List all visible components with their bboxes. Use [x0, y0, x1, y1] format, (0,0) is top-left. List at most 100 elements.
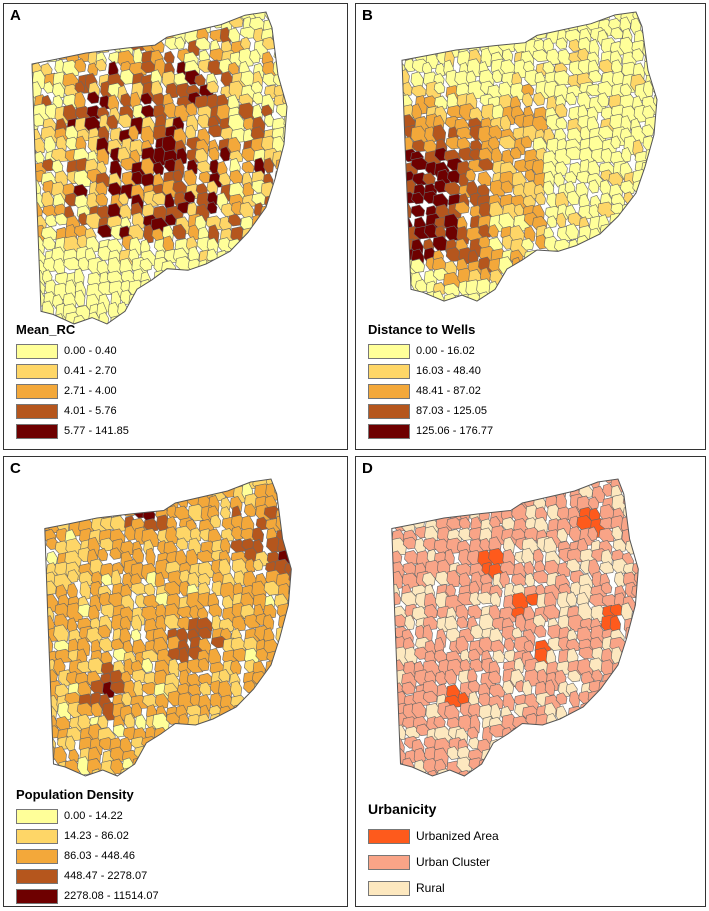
zip-area	[233, 703, 250, 717]
zip-area	[189, 605, 201, 620]
zip-area	[231, 525, 244, 541]
zip-area	[432, 124, 447, 143]
zip-area	[500, 180, 514, 194]
legend-item: 0.00 - 14.22	[16, 806, 159, 826]
zip-area	[391, 603, 396, 622]
zip-area	[502, 680, 515, 695]
zip-area	[415, 279, 428, 293]
zip-area	[263, 157, 275, 174]
legend-title: Distance to Wells	[368, 322, 476, 337]
zip-area	[255, 647, 269, 662]
zip-area	[642, 135, 656, 152]
zip-area	[521, 547, 535, 566]
panel-label: A	[10, 7, 21, 24]
zip-area	[132, 756, 148, 776]
legend: Population Density 0.00 - 14.22 14.23 - …	[16, 787, 159, 906]
legend-item: Urban Cluster	[368, 849, 499, 875]
zip-area	[621, 147, 632, 163]
legend-swatch	[16, 868, 58, 884]
zip-area	[467, 726, 479, 740]
zip-area	[564, 171, 577, 184]
zip-area	[187, 572, 200, 589]
legend-swatch	[368, 828, 410, 844]
legend-item: 16.03 - 48.40	[368, 361, 493, 381]
zip-area	[532, 49, 549, 63]
zip-area	[423, 604, 438, 619]
zip-area	[77, 756, 91, 776]
legend-item: Rural	[368, 875, 499, 901]
zip-area	[614, 571, 626, 588]
zip-area	[206, 237, 219, 254]
zip-area	[288, 569, 292, 586]
zip-area	[44, 657, 52, 677]
zip-area	[172, 223, 187, 240]
legend: Distance to Wells 0.00 - 16.02 16.03 - 4…	[368, 322, 493, 441]
zip-area	[433, 81, 446, 94]
zip-area	[186, 672, 201, 687]
zip-area	[555, 37, 568, 50]
zip-area	[621, 202, 634, 223]
zip-area	[488, 670, 502, 685]
zip-area	[488, 224, 499, 238]
zip-area	[433, 73, 445, 86]
zip-area	[243, 503, 257, 518]
zip-area	[118, 192, 129, 206]
zip-area	[283, 114, 287, 131]
zip-area	[566, 638, 581, 652]
legend-label: 14.23 - 86.02	[64, 830, 129, 842]
zip-area	[44, 691, 53, 710]
zip-area	[555, 692, 568, 705]
zip-area	[109, 547, 122, 560]
panel-b-distance-to-wells: B Distance to Wells 0.00 - 16.02 16.03 -…	[355, 3, 706, 450]
legend-swatch	[368, 403, 410, 419]
zip-area	[216, 250, 230, 271]
zip-area	[143, 582, 156, 596]
zip-area	[195, 37, 211, 51]
zip-area	[588, 69, 603, 83]
zip-area	[251, 526, 265, 544]
legend-swatch	[368, 423, 410, 439]
zip-area	[120, 93, 133, 108]
zip-area	[567, 705, 586, 723]
zip-area	[32, 104, 35, 123]
zip-area	[229, 169, 243, 185]
zip-area	[410, 258, 425, 273]
legend-label: 0.00 - 14.22	[64, 810, 123, 822]
zip-area	[478, 224, 492, 239]
zip-area	[68, 748, 80, 764]
zip-area	[230, 246, 245, 266]
ohio-outline	[44, 478, 292, 777]
zip-area	[95, 58, 107, 72]
legend-label: 0.41 - 2.70	[64, 365, 117, 377]
zip-area	[566, 190, 580, 206]
zip-areas	[391, 479, 639, 776]
zip-area	[168, 658, 180, 678]
zip-area	[74, 81, 86, 94]
legend-label: 2.71 - 4.00	[64, 385, 117, 397]
zip-area	[230, 659, 242, 676]
zip-area	[524, 572, 536, 588]
zip-area	[600, 581, 613, 595]
zip-area	[633, 191, 652, 205]
zip-area	[534, 506, 548, 522]
legend-swatch	[368, 363, 410, 379]
zip-area	[164, 213, 177, 226]
legend-label: 0.00 - 0.40	[64, 345, 117, 357]
zip-area	[402, 105, 406, 126]
legend-swatch	[16, 423, 58, 439]
zip-area	[262, 614, 275, 631]
zip-area	[140, 104, 156, 118]
zip-area	[492, 649, 505, 664]
zip-area	[598, 679, 615, 699]
legend-swatch	[16, 828, 58, 844]
zip-area	[91, 571, 103, 587]
legend-label: 16.03 - 48.40	[416, 365, 481, 377]
legend: Urbanicity Urbanized Area Urban Cluster …	[368, 801, 499, 901]
legend-swatch	[16, 808, 58, 824]
zip-area	[97, 624, 111, 639]
legend-label: 48.41 - 87.02	[416, 385, 481, 397]
zip-area	[32, 202, 39, 217]
zip-area	[532, 92, 546, 106]
zip-area	[131, 614, 143, 633]
zip-area	[457, 769, 473, 776]
